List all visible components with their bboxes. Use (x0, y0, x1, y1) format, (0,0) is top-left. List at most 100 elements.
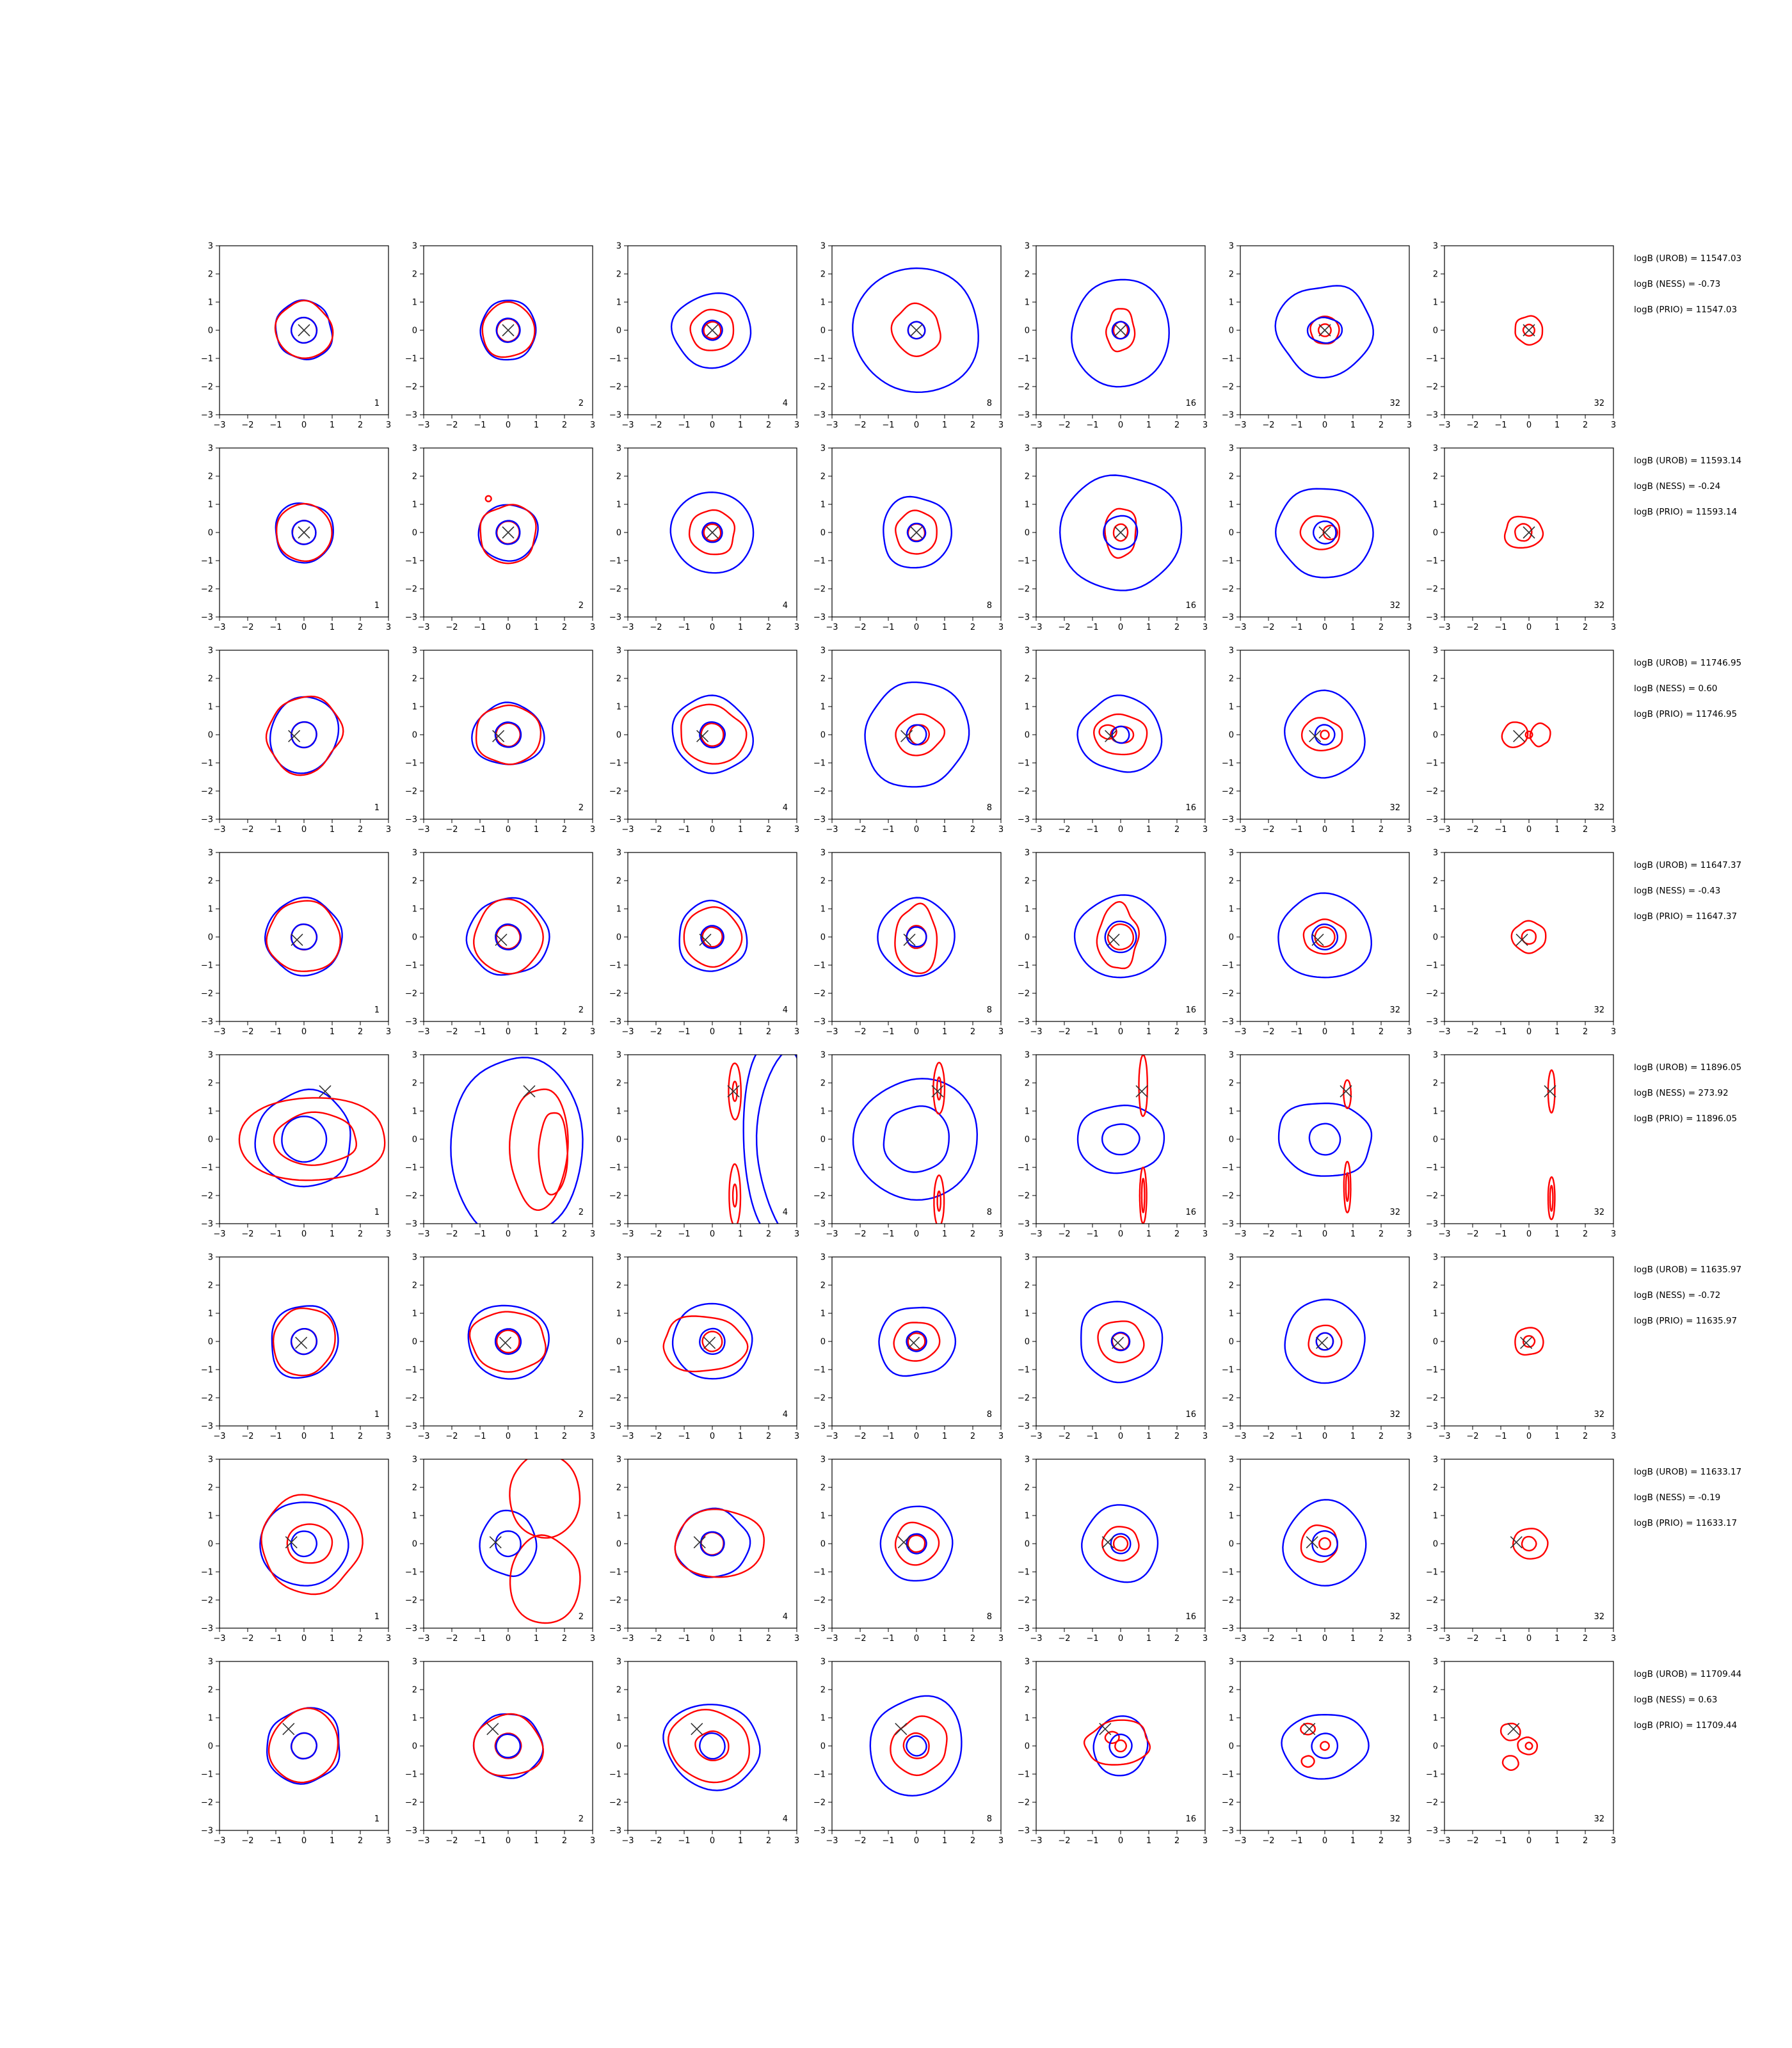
panel-label: 2 (579, 1005, 584, 1015)
x-tick-label: 2 (1174, 1229, 1180, 1239)
x-tick-label: −1 (1290, 623, 1302, 632)
x-tick-label: −2 (1058, 623, 1070, 632)
y-tick-label: 1 (208, 500, 213, 510)
panel-label: 1 (374, 601, 380, 611)
x-marker (897, 1536, 910, 1549)
y-tick-label: 3 (820, 242, 826, 252)
y-tick-label: 1 (208, 1309, 213, 1319)
y-tick-label: −1 (609, 1366, 621, 1375)
red-contour (895, 509, 938, 555)
blue-contour (671, 1302, 753, 1380)
logb-annotation: logB (PRIO) = 11709.44 (1634, 1720, 1737, 1731)
x-tick-label: −1 (678, 623, 690, 632)
y-tick-label: −2 (1018, 585, 1030, 595)
y-tick-label: 2 (412, 1079, 417, 1089)
panel-label: 1 (374, 1208, 380, 1217)
x-tick-label: −3 (1234, 1027, 1246, 1037)
panel-label: 1 (374, 1612, 380, 1622)
x-tick-label: 0 (1526, 623, 1532, 632)
x-tick-label: 1 (534, 1027, 539, 1037)
logb-annotation: logB (NESS) = -0.43 (1634, 886, 1720, 896)
x-tick-label: 0 (506, 825, 511, 835)
x-tick-label: 2 (1583, 1634, 1588, 1644)
blue-contour (906, 1533, 927, 1555)
y-tick-label: 2 (616, 675, 621, 684)
y-tick-label: −3 (405, 411, 417, 420)
panel-r7-c5: −3 −2 −1 0 1 2 3 −3 −2 −1 0 1 2 3 16 (1018, 1455, 1208, 1644)
x-tick-label: 2 (562, 1836, 567, 1846)
panel-r7-c7: −3 −2 −1 0 1 2 3 −3 −2 −1 0 1 2 3 32 (1426, 1455, 1616, 1644)
y-tick-label: −2 (405, 1394, 417, 1404)
x-marker (699, 933, 712, 946)
blue-contour (495, 520, 521, 545)
panel-label: 8 (987, 1005, 992, 1015)
x-tick-label: −2 (1058, 1634, 1070, 1644)
panel-label: 32 (1594, 1208, 1604, 1217)
y-tick-label: 2 (820, 472, 826, 482)
x-tick-label: 1 (534, 1432, 539, 1441)
x-tick-label: −3 (213, 1432, 225, 1441)
y-tick-label: −3 (609, 815, 621, 825)
x-tick-label: 2 (1174, 825, 1180, 835)
x-tick-label: −2 (1466, 1229, 1478, 1239)
x-tick-label: −2 (1466, 825, 1478, 835)
red-contour (238, 1097, 386, 1181)
contour-group (450, 1057, 584, 1224)
red-contour (1318, 1537, 1331, 1550)
blue-contour (290, 1530, 318, 1558)
y-tick-label: 3 (1025, 646, 1030, 656)
x-tick-label: −2 (241, 623, 253, 632)
y-tick-label: 3 (412, 1455, 417, 1465)
x-tick-label: 0 (914, 1634, 919, 1644)
x-marker (727, 1085, 740, 1098)
y-tick-label: 3 (412, 242, 417, 252)
x-tick-label: 3 (1203, 1432, 1208, 1441)
x-tick-label: −2 (1262, 1634, 1274, 1644)
x-marker (1507, 1723, 1520, 1736)
red-contour (1140, 1178, 1146, 1213)
panel-r5-c2: −3 −2 −1 0 1 2 3 −3 −2 −1 0 1 2 3 2 (405, 1051, 595, 1240)
y-tick-label: 1 (1025, 1309, 1030, 1319)
y-tick-label: −1 (609, 355, 621, 364)
axes-frame (219, 1661, 389, 1831)
x-tick-label: −2 (854, 825, 866, 835)
y-tick-label: −2 (405, 989, 417, 999)
x-tick-label: 2 (1583, 825, 1588, 835)
y-tick-label: −3 (1222, 1220, 1234, 1229)
y-tick-label: −3 (1426, 411, 1438, 420)
x-marker (295, 1336, 308, 1349)
x-tick-label: 0 (1526, 1027, 1532, 1037)
y-tick-label: −2 (609, 787, 621, 797)
contour-group (671, 694, 755, 774)
y-tick-label: −3 (405, 1422, 417, 1432)
panel-label: 4 (783, 1410, 788, 1420)
y-tick-label: 0 (412, 529, 417, 538)
x-tick-label: 1 (942, 1432, 947, 1441)
panel-label: 16 (1185, 1814, 1196, 1824)
x-tick-label: −3 (826, 1229, 838, 1239)
y-tick-label: 2 (1025, 1484, 1030, 1493)
y-tick-label: −1 (1222, 1568, 1234, 1578)
panel-r1-c4: −3 −2 −1 0 1 2 3 −3 −2 −1 0 1 2 3 8 (813, 242, 1004, 431)
x-tick-label: 1 (738, 623, 743, 632)
x-tick-label: 3 (1407, 1229, 1412, 1239)
x-tick-label: 2 (358, 1634, 363, 1644)
x-tick-label: 2 (1379, 1432, 1384, 1441)
x-tick-label: 1 (330, 1027, 335, 1037)
red-contour (732, 1183, 738, 1208)
x-marker (1099, 1723, 1112, 1736)
y-tick-label: 3 (1229, 242, 1234, 252)
x-tick-label: 3 (1407, 420, 1412, 430)
red-contour (509, 1534, 581, 1624)
x-tick-label: 0 (1322, 1432, 1327, 1441)
contour-group (1514, 315, 1544, 346)
y-tick-label: 0 (820, 529, 826, 538)
panel-r1-c2: −3 −2 −1 0 1 2 3 −3 −2 −1 0 1 2 3 2 (405, 242, 595, 431)
x-tick-label: −3 (1438, 1027, 1450, 1037)
panel-r1-c5: −3 −2 −1 0 1 2 3 −3 −2 −1 0 1 2 3 16 (1018, 242, 1208, 431)
blue-contour (1311, 1530, 1338, 1557)
blue-contour (674, 1507, 751, 1578)
y-tick-label: −2 (1018, 1798, 1030, 1808)
x-tick-label: −2 (650, 1836, 662, 1846)
y-tick-label: 1 (1229, 1512, 1234, 1521)
